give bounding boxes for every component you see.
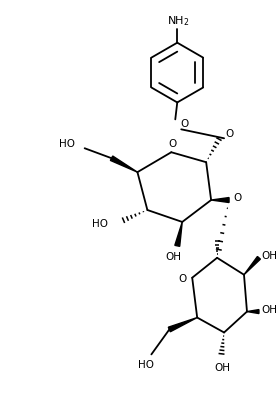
Text: OH: OH: [214, 363, 230, 373]
Polygon shape: [168, 317, 197, 332]
Text: HO: HO: [91, 219, 108, 229]
Polygon shape: [244, 257, 260, 275]
Text: OH: OH: [261, 251, 277, 261]
Polygon shape: [247, 310, 259, 314]
Polygon shape: [110, 156, 137, 172]
Text: OH: OH: [165, 252, 181, 262]
Text: O: O: [225, 129, 233, 139]
Text: O: O: [168, 139, 177, 149]
Text: HO: HO: [138, 360, 154, 370]
Text: O: O: [233, 193, 241, 203]
Text: HO: HO: [59, 139, 75, 149]
Polygon shape: [175, 222, 182, 246]
Polygon shape: [211, 198, 229, 203]
Text: O: O: [178, 274, 186, 284]
Text: NH$_2$: NH$_2$: [167, 14, 190, 28]
Text: O: O: [180, 119, 188, 129]
Text: OH: OH: [261, 305, 277, 314]
